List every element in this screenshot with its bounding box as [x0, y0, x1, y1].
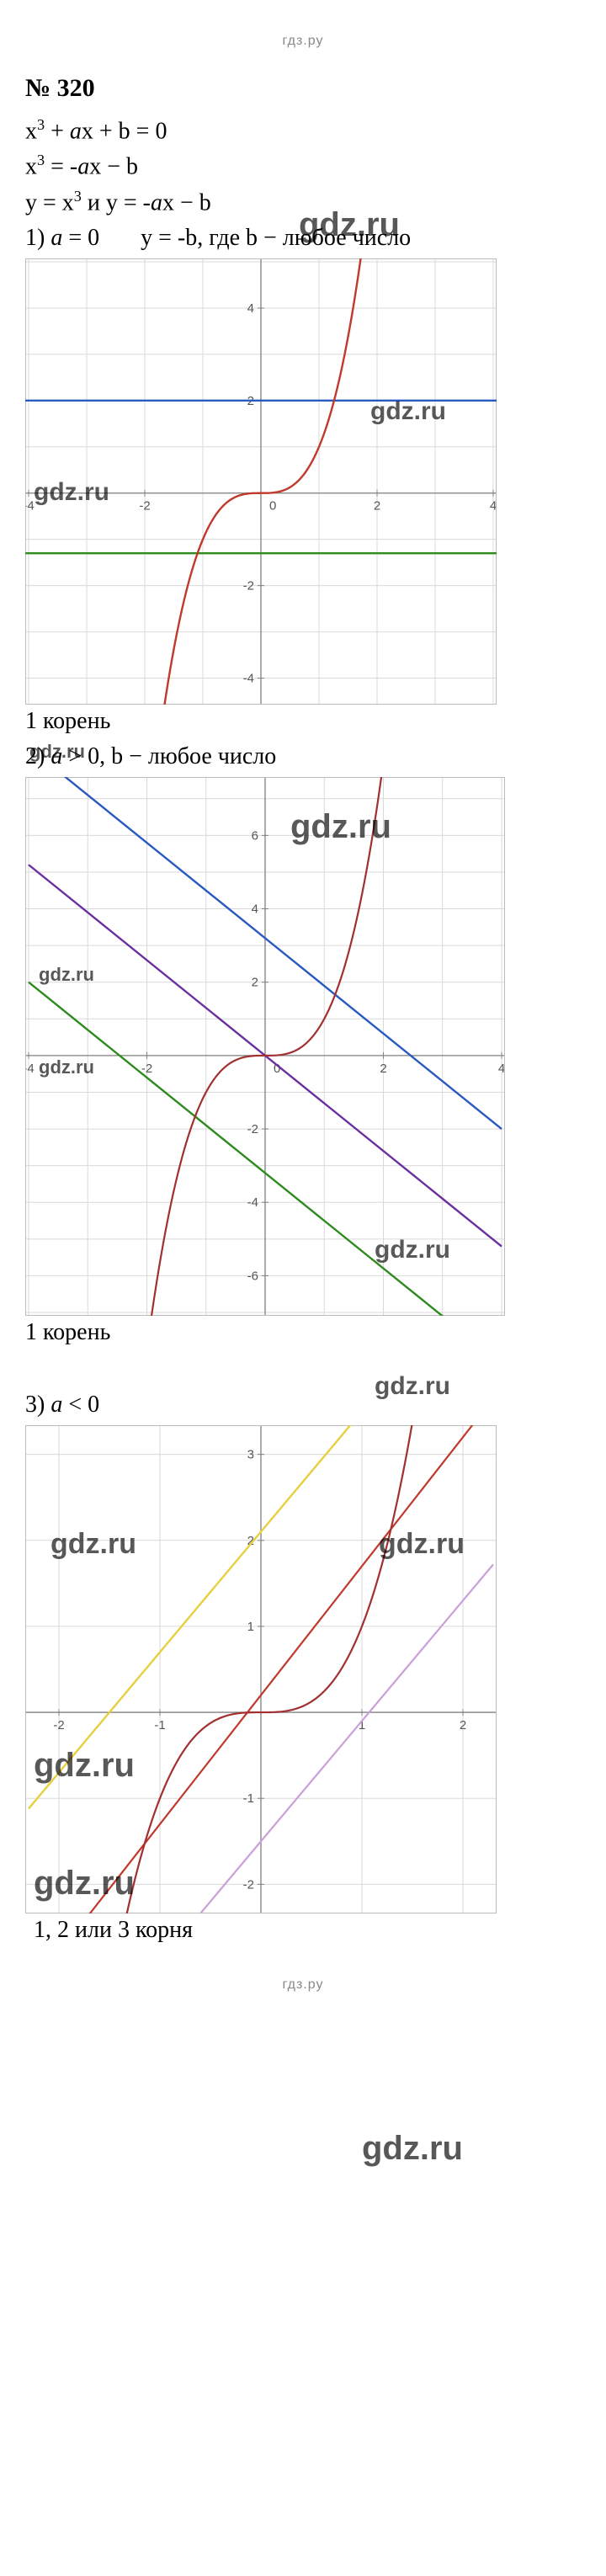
site-header: гдз.ру: [25, 34, 581, 49]
svg-text:-4: -4: [25, 499, 35, 514]
watermark: gdz.ru: [362, 2130, 463, 2168]
svg-text:2: 2: [380, 1062, 386, 1076]
svg-text:4: 4: [498, 1062, 505, 1076]
svg-text:-6: -6: [247, 1269, 258, 1283]
svg-text:-4: -4: [25, 1062, 35, 1076]
case-3-label: 3) a < 0: [25, 1392, 581, 1418]
case-1-result: 1 корень: [25, 708, 581, 735]
svg-text:6: 6: [252, 828, 258, 843]
equation-2: x3 = -ax − b: [25, 152, 581, 180]
svg-text:-1: -1: [154, 1718, 165, 1732]
equation-3: y = x3 и y = -ax − b: [25, 188, 581, 216]
svg-text:0: 0: [269, 499, 276, 514]
svg-text:-4: -4: [243, 672, 254, 686]
equation-1: x3 + ax + b = 0: [25, 116, 581, 145]
svg-text:-2: -2: [247, 1122, 258, 1136]
svg-text:-2: -2: [53, 1718, 64, 1732]
svg-text:-1: -1: [243, 1791, 254, 1806]
svg-text:-2: -2: [243, 579, 254, 593]
svg-text:2: 2: [252, 976, 258, 990]
problem-number: № 320: [25, 74, 581, 103]
svg-text:-4: -4: [247, 1195, 258, 1210]
case-2-result: 1 корень: [25, 1319, 581, 1346]
svg-text:1: 1: [247, 1620, 254, 1634]
case-1-label: 1) a = 0 y = -b, где b − любое число: [25, 225, 581, 252]
site-footer: гдз.ру: [25, 1977, 581, 1993]
chart-3: -2-112-2-1123: [25, 1425, 581, 1913]
chart-1: -4-2024-4-224: [25, 258, 581, 705]
svg-text:3: 3: [247, 1448, 254, 1462]
case-3-result: 1, 2 или 3 корня: [34, 1917, 581, 1944]
svg-text:-2: -2: [139, 499, 150, 514]
svg-text:2: 2: [374, 499, 380, 514]
chart-2: -4-2024-6-4-2246: [25, 777, 581, 1316]
svg-text:4: 4: [247, 301, 254, 316]
svg-text:-2: -2: [243, 1877, 254, 1892]
svg-text:4: 4: [252, 902, 258, 917]
svg-text:4: 4: [490, 499, 497, 514]
case-2-label: 2) a > 0, b − любое число: [25, 743, 581, 770]
svg-text:2: 2: [460, 1718, 466, 1732]
